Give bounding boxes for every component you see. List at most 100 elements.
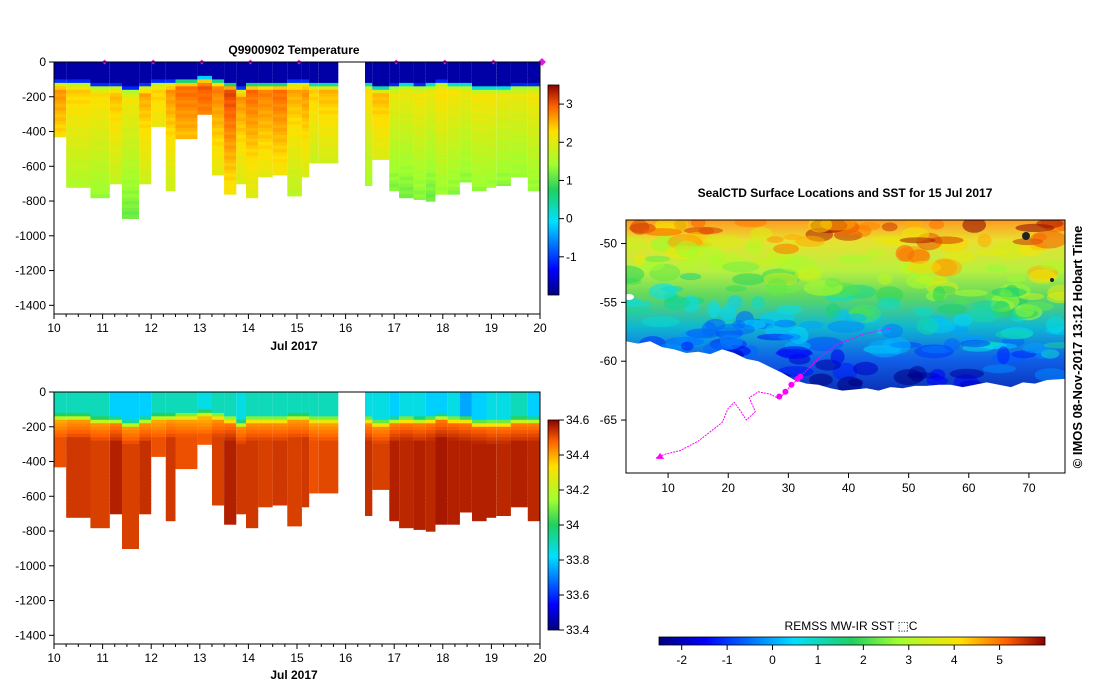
data-cell — [258, 461, 273, 466]
data-cell — [496, 69, 511, 74]
data-cell — [301, 440, 310, 445]
data-cell — [90, 79, 110, 84]
data-cell — [365, 454, 373, 459]
data-cell — [90, 138, 110, 143]
data-cell — [486, 444, 497, 449]
data-cell — [459, 468, 472, 473]
data-cell — [66, 478, 91, 483]
data-cell — [224, 496, 237, 501]
data-cell — [372, 62, 390, 67]
data-cell — [318, 110, 339, 115]
data-cell — [318, 482, 339, 487]
sst-patch — [977, 233, 992, 248]
data-cell — [236, 419, 246, 424]
data-cell — [236, 433, 246, 438]
data-cell — [224, 517, 237, 522]
data-cell — [258, 124, 273, 129]
data-cell — [399, 405, 414, 410]
data-cell — [212, 155, 225, 160]
data-cell — [372, 72, 390, 77]
data-cell — [399, 62, 414, 67]
data-cell — [246, 485, 259, 490]
data-cell — [425, 148, 436, 153]
data-cell — [139, 506, 152, 511]
data-cell — [425, 520, 436, 525]
data-cell — [496, 513, 511, 516]
data-cell — [413, 138, 426, 143]
data-cell — [236, 69, 246, 74]
data-cell — [496, 145, 511, 150]
data-cell — [459, 141, 472, 146]
data-cell — [212, 392, 225, 397]
data-cell — [399, 114, 414, 119]
data-cell — [197, 72, 212, 77]
data-cell — [301, 492, 310, 497]
data-cell — [90, 454, 110, 459]
data-cell — [246, 517, 259, 522]
data-cell — [258, 173, 273, 178]
data-cell — [496, 426, 511, 431]
data-cell — [527, 499, 540, 504]
data-cell — [372, 148, 390, 153]
data-cell — [109, 145, 123, 150]
data-cell — [151, 447, 166, 452]
data-cell — [510, 93, 528, 98]
data-cell — [435, 93, 448, 98]
data-cell — [486, 65, 497, 70]
data-cell — [175, 447, 198, 452]
data-cell — [399, 499, 414, 504]
data-cell — [301, 141, 310, 146]
data-cell — [287, 503, 302, 508]
data-cell — [224, 79, 237, 84]
data-cell — [527, 114, 540, 119]
data-cell — [413, 399, 426, 404]
data-cell — [365, 478, 373, 483]
data-cell — [472, 128, 487, 133]
data-cell — [258, 496, 273, 501]
data-cell — [236, 468, 246, 473]
temperature-x-axis: 10 11 12 13 14 15 16 17 18 19 20 — [47, 314, 547, 335]
data-cell — [318, 69, 339, 74]
data-cell — [287, 159, 302, 164]
colorbar-tick-label: -1 — [566, 250, 577, 264]
data-cell — [399, 409, 414, 414]
data-cell — [246, 513, 259, 518]
sst-patch — [1036, 220, 1064, 229]
data-cell — [139, 107, 152, 112]
data-cell — [365, 159, 373, 164]
data-cell — [309, 409, 319, 414]
data-cell — [224, 110, 237, 115]
sst-patch — [1034, 368, 1065, 382]
data-cell — [151, 430, 166, 435]
data-cell — [459, 471, 472, 476]
data-cell — [413, 93, 426, 98]
data-cell — [472, 496, 487, 501]
data-cell — [389, 155, 399, 160]
data-cell — [309, 426, 319, 431]
data-cell — [486, 461, 497, 466]
data-cell — [372, 138, 390, 143]
data-cell — [472, 69, 487, 74]
sst-patch — [796, 265, 824, 282]
data-cell — [109, 121, 123, 126]
data-cell — [459, 75, 472, 80]
data-cell — [90, 169, 110, 174]
data-cell — [122, 114, 139, 119]
data-cell — [287, 138, 302, 143]
data-cell — [165, 155, 176, 160]
data-cell — [236, 72, 246, 77]
data-cell — [109, 162, 123, 167]
data-cell — [447, 430, 460, 435]
data-cell — [413, 440, 426, 445]
data-cell — [90, 82, 110, 87]
data-cell — [236, 510, 246, 515]
data-cell — [54, 395, 67, 400]
data-cell — [272, 395, 288, 400]
data-cell — [372, 440, 390, 445]
data-cell — [447, 503, 460, 508]
data-cell — [287, 107, 302, 112]
data-cell — [425, 524, 436, 529]
salinity-x-axis: 10 11 12 13 14 15 16 17 18 19 20 — [47, 644, 547, 665]
data-cell — [258, 485, 273, 490]
data-cell — [496, 454, 511, 459]
